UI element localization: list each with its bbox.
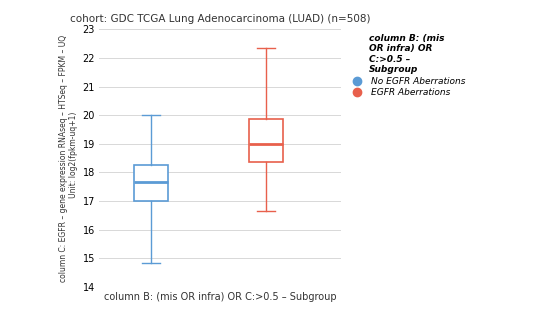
X-axis label: column B: (mis OR infra) OR C:>0.5 – Subgroup: column B: (mis OR infra) OR C:>0.5 – Sub…: [104, 292, 336, 303]
PathPatch shape: [134, 165, 168, 201]
PathPatch shape: [249, 119, 283, 162]
Y-axis label: column C: EGFR – gene expression RNAseq – HTSeq – FPKM – UQ
   Unit: log2(fpkm-u: column C: EGFR – gene expression RNAseq …: [59, 35, 78, 282]
Title: cohort: GDC TCGA Lung Adenocarcinoma (LUAD) (n=508): cohort: GDC TCGA Lung Adenocarcinoma (LU…: [70, 14, 370, 24]
Legend: No EGFR Aberrations, EGFR Aberrations: No EGFR Aberrations, EGFR Aberrations: [348, 34, 465, 97]
